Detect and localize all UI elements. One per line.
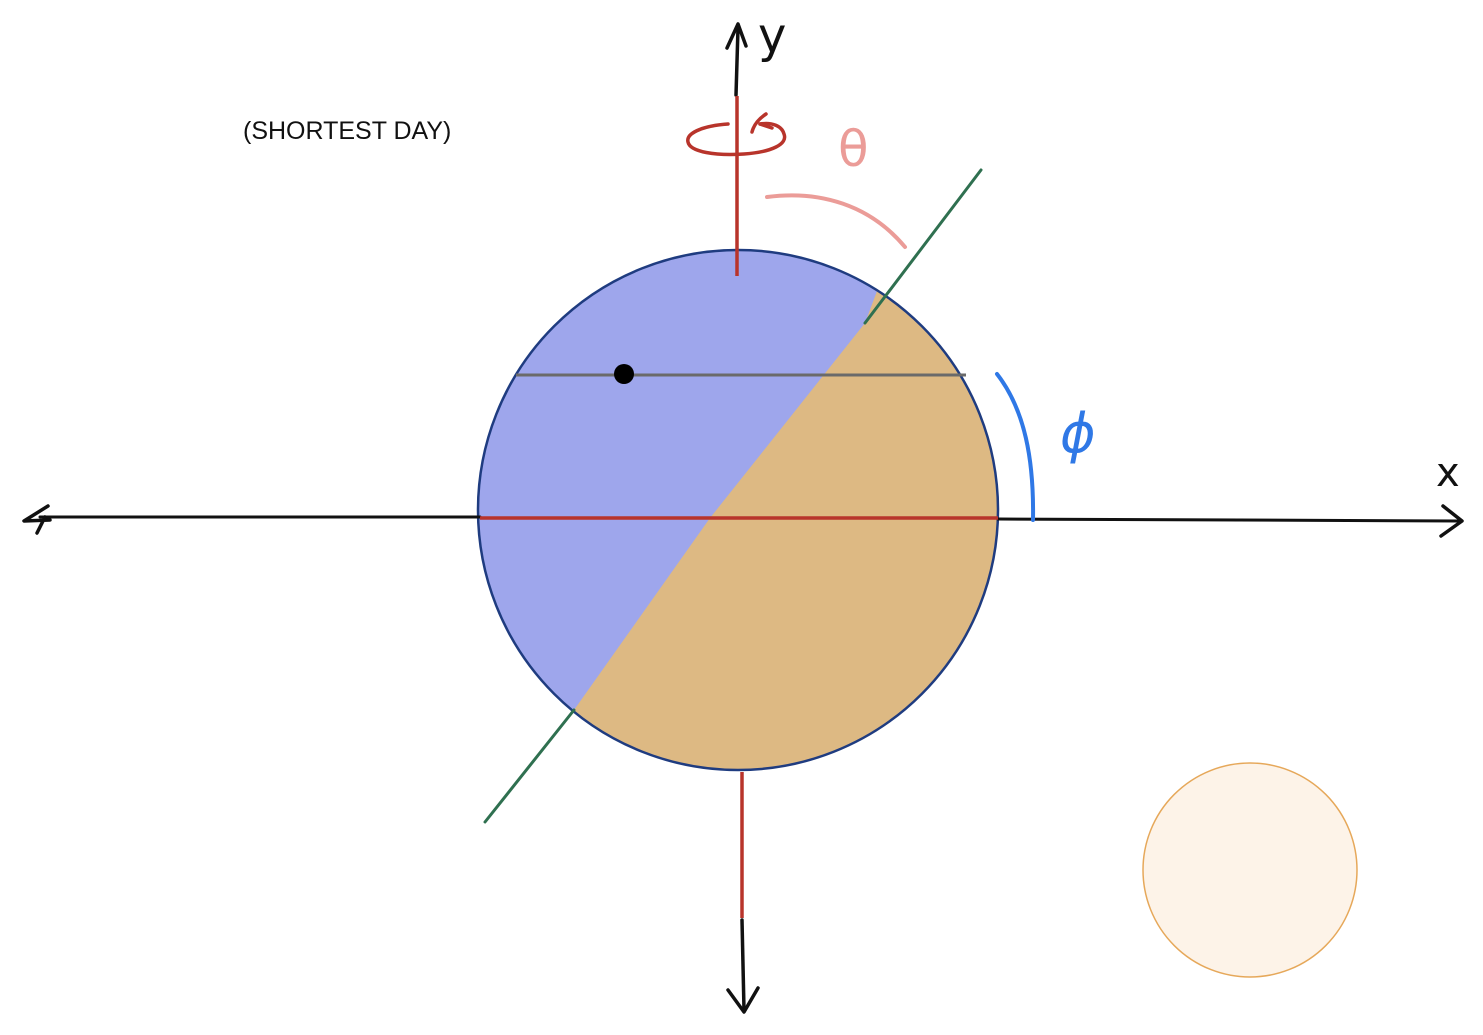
x-axis-arrowhead xyxy=(1439,504,1464,538)
x-axis-label: x xyxy=(1436,450,1460,496)
y-axis-arrowhead xyxy=(725,22,748,50)
observer-dot-icon xyxy=(614,364,634,384)
theta-label: θ xyxy=(838,120,869,178)
x-axis xyxy=(38,515,1462,523)
y-axis-bottom-arrowhead xyxy=(726,986,760,1014)
y-axis-top xyxy=(734,26,740,97)
counterclockwise-rotation-icon xyxy=(686,112,787,157)
phi-label: ϕ xyxy=(1060,402,1096,465)
earth-day-side xyxy=(520,250,998,770)
y-axis-label: y xyxy=(758,8,786,64)
theta-arc xyxy=(765,193,907,249)
phi-arc xyxy=(995,372,1036,522)
tilt-axis-top xyxy=(863,168,983,325)
x-axis-left-arrowhead xyxy=(22,504,52,535)
sun-circle-icon xyxy=(1142,762,1358,978)
tilt-axis-bottom xyxy=(483,708,576,824)
diagram-caption: (SHORTEST DAY) xyxy=(243,117,452,145)
y-axis-bottom xyxy=(740,918,746,1012)
